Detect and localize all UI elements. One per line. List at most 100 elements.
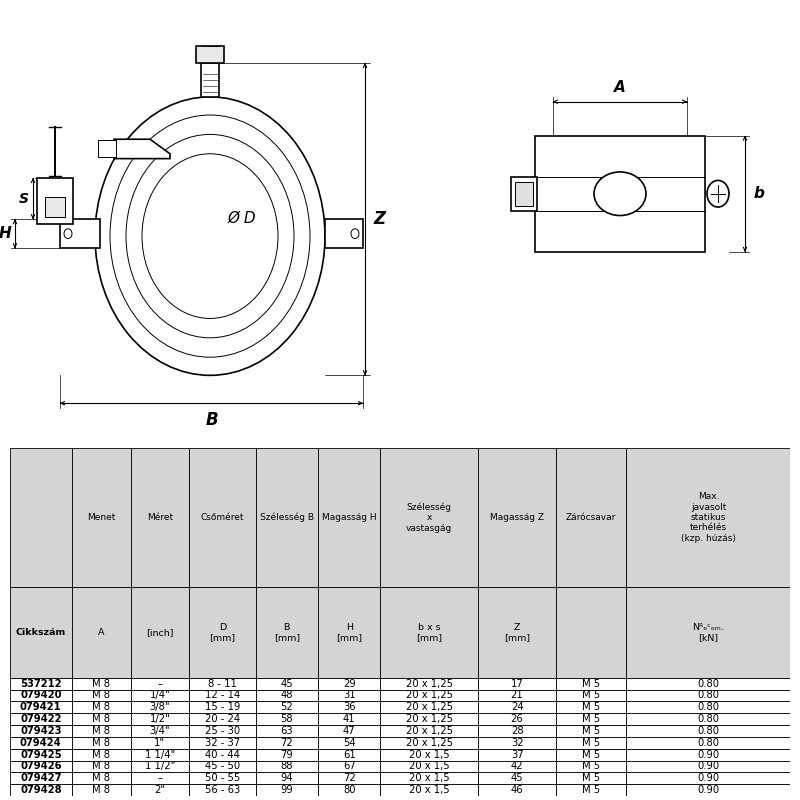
Text: M 8: M 8: [92, 726, 110, 736]
Text: M 8: M 8: [92, 750, 110, 759]
Text: 20 x 1,25: 20 x 1,25: [406, 726, 453, 736]
Text: 15 - 19: 15 - 19: [205, 702, 240, 712]
Text: Ø D: Ø D: [228, 210, 257, 226]
Bar: [10, 772, 72, 784]
Bar: [318, 713, 381, 725]
Polygon shape: [114, 139, 170, 158]
Text: M 5: M 5: [582, 774, 600, 783]
Text: 8 - 11: 8 - 11: [208, 678, 237, 689]
Bar: [10, 725, 72, 737]
Bar: [201, 63, 219, 97]
Text: 079424: 079424: [20, 738, 62, 748]
Text: 94: 94: [281, 774, 293, 783]
Bar: [130, 587, 189, 678]
Text: 20 x 1,5: 20 x 1,5: [409, 762, 450, 771]
Text: M 5: M 5: [582, 738, 600, 748]
Text: Szélesség
x
vastasgág: Szélesség x vastasgág: [406, 502, 453, 533]
Bar: [626, 725, 790, 737]
Text: Z: Z: [373, 210, 385, 228]
Text: 0.90: 0.90: [698, 762, 719, 771]
Bar: [189, 761, 255, 772]
Text: M 5: M 5: [582, 762, 600, 771]
Text: M 5: M 5: [582, 785, 600, 795]
Text: 0.80: 0.80: [698, 702, 719, 712]
Text: b: b: [754, 186, 765, 202]
Text: 80: 80: [343, 785, 355, 795]
Bar: [189, 737, 255, 749]
Bar: [130, 713, 189, 725]
Bar: [478, 702, 556, 713]
Text: Csőméret: Csőméret: [201, 513, 244, 522]
Text: 79: 79: [281, 750, 293, 759]
Bar: [556, 772, 626, 784]
Text: 26: 26: [510, 714, 523, 724]
Text: 0.80: 0.80: [698, 678, 719, 689]
Bar: [72, 702, 130, 713]
Text: Magasság H: Magasság H: [322, 513, 377, 522]
Bar: [381, 784, 478, 796]
Text: 67: 67: [343, 762, 356, 771]
Bar: [478, 749, 556, 761]
Text: 0.80: 0.80: [698, 726, 719, 736]
Text: 0.80: 0.80: [698, 714, 719, 724]
Text: 88: 88: [281, 762, 293, 771]
Text: 47: 47: [343, 726, 355, 736]
Text: M 5: M 5: [582, 726, 600, 736]
Bar: [381, 749, 478, 761]
Bar: [511, 177, 537, 210]
Text: A: A: [98, 628, 105, 637]
Bar: [130, 725, 189, 737]
Text: 36: 36: [343, 702, 355, 712]
Text: 20 - 24: 20 - 24: [205, 714, 240, 724]
Text: B: B: [205, 411, 218, 429]
Bar: [130, 784, 189, 796]
Bar: [478, 737, 556, 749]
Bar: [189, 702, 255, 713]
Text: 58: 58: [281, 714, 293, 724]
Bar: [318, 725, 381, 737]
Text: –: –: [158, 678, 162, 689]
Bar: [10, 784, 72, 796]
Text: 61: 61: [343, 750, 356, 759]
Text: 20 x 1,25: 20 x 1,25: [406, 738, 453, 748]
Circle shape: [64, 229, 72, 238]
Text: 63: 63: [281, 726, 293, 736]
Bar: [255, 784, 318, 796]
Text: 20 x 1,5: 20 x 1,5: [409, 774, 450, 783]
Text: S: S: [19, 191, 29, 206]
Text: 3/4": 3/4": [150, 726, 170, 736]
Text: 2": 2": [154, 785, 166, 795]
Bar: [130, 678, 189, 690]
Bar: [318, 690, 381, 702]
Bar: [381, 678, 478, 690]
Text: Magasság Z: Magasság Z: [490, 513, 544, 522]
Bar: [130, 702, 189, 713]
Bar: [556, 784, 626, 796]
Bar: [318, 784, 381, 796]
Text: 3/8": 3/8": [150, 702, 170, 712]
Text: 45 - 50: 45 - 50: [205, 762, 240, 771]
Bar: [72, 690, 130, 702]
Bar: [381, 448, 478, 587]
Bar: [478, 690, 556, 702]
Bar: [189, 690, 255, 702]
Bar: [72, 448, 130, 587]
Text: H
[mm]: H [mm]: [336, 622, 362, 642]
Bar: [381, 587, 478, 678]
Text: A: A: [614, 80, 626, 94]
Text: M 8: M 8: [92, 690, 110, 701]
Text: 29: 29: [343, 678, 356, 689]
Circle shape: [707, 181, 729, 207]
Text: 1/2": 1/2": [150, 714, 170, 724]
Bar: [72, 725, 130, 737]
Text: Z
[mm]: Z [mm]: [504, 622, 530, 642]
Text: 1 1/4": 1 1/4": [145, 750, 175, 759]
Text: 48: 48: [281, 690, 293, 701]
Bar: [556, 448, 626, 587]
Text: M 5: M 5: [582, 702, 600, 712]
Text: 24: 24: [511, 702, 523, 712]
Bar: [626, 749, 790, 761]
Bar: [45, 198, 65, 217]
Bar: [626, 587, 790, 678]
Bar: [556, 690, 626, 702]
